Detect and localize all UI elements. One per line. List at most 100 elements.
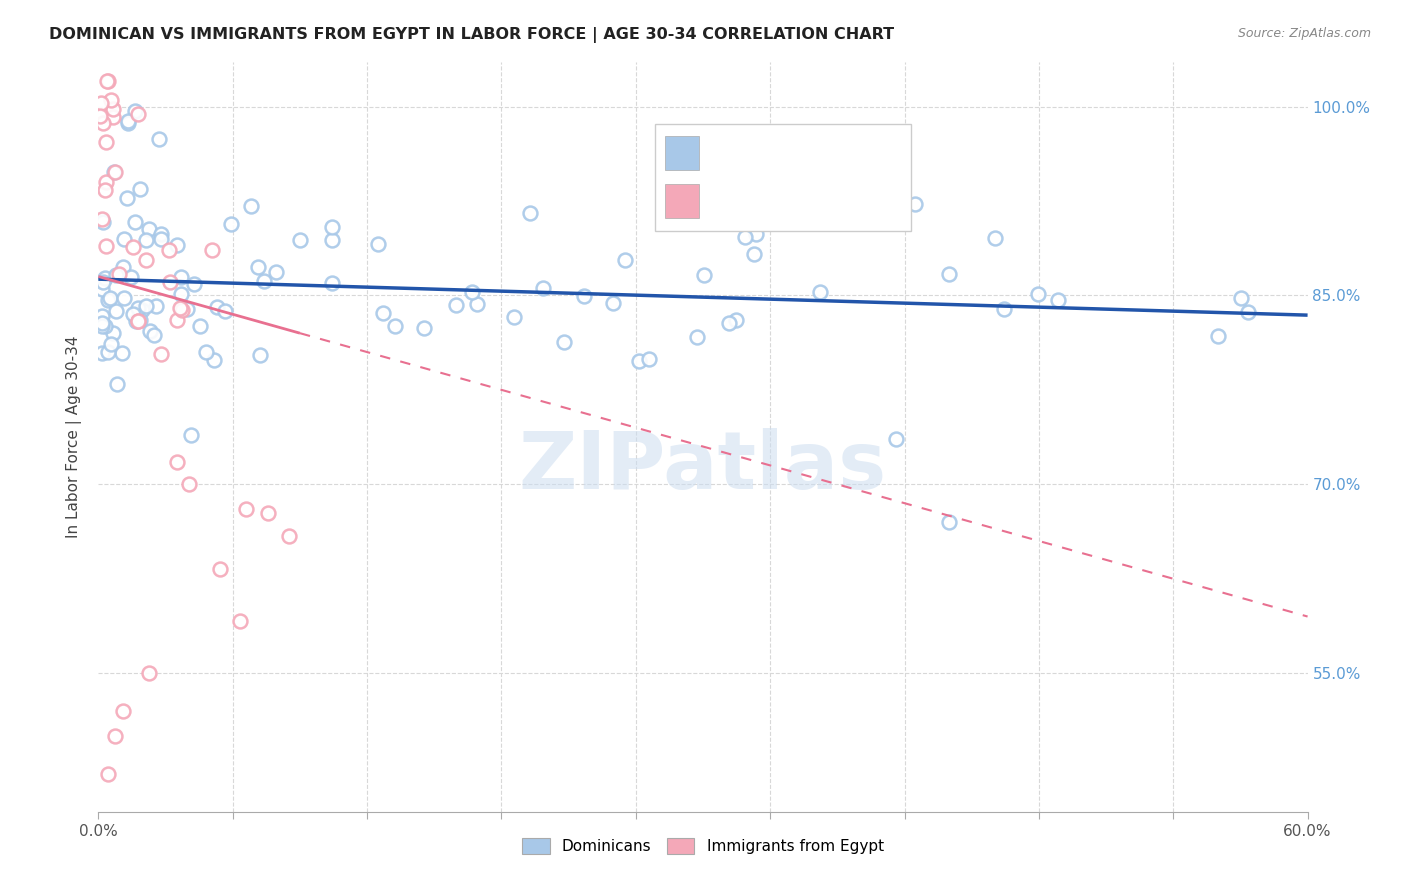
Point [190, 319, 212, 334]
Point [101, 326, 124, 340]
FancyBboxPatch shape [655, 124, 911, 231]
Point [148, 132, 170, 146]
Point [91, 310, 114, 324]
Point [1026, 287, 1049, 301]
Point [637, 351, 659, 366]
Point [91, 211, 114, 226]
Point [143, 328, 166, 343]
Point [91, 318, 114, 333]
Point [100, 337, 122, 351]
Point [96, 74, 118, 88]
Point [120, 270, 142, 285]
Point [717, 316, 740, 330]
Point [138, 222, 160, 236]
Point [115, 191, 138, 205]
Point [321, 233, 343, 247]
Point [91, 215, 114, 229]
Point [94, 238, 117, 252]
Point [135, 252, 157, 267]
Point [89, 96, 111, 111]
Point [97, 345, 120, 359]
Point [111, 704, 134, 718]
Point [124, 215, 146, 229]
Text: Source: ZipAtlas.com: Source: ZipAtlas.com [1237, 27, 1371, 40]
Point [170, 269, 193, 284]
Point [124, 103, 146, 118]
Point [105, 304, 128, 318]
Point [266, 265, 288, 279]
Point [103, 164, 125, 178]
Point [367, 236, 389, 251]
Point [172, 303, 194, 318]
Point [207, 300, 229, 314]
Point [103, 729, 125, 743]
Point [112, 232, 135, 246]
Point [613, 252, 636, 267]
Point [91, 282, 114, 296]
Point [112, 260, 135, 274]
Point [135, 299, 157, 313]
Point [219, 217, 242, 231]
Point [256, 506, 278, 520]
Text: R = -0.117: R = -0.117 [706, 194, 800, 209]
Point [104, 268, 127, 282]
Point [91, 116, 114, 130]
Point [103, 110, 125, 124]
Point [91, 275, 114, 289]
Point [321, 276, 343, 290]
Point [94, 135, 117, 149]
Point [127, 314, 149, 328]
Point [94, 175, 117, 189]
Point [150, 347, 173, 361]
Point [1237, 305, 1260, 319]
Point [384, 318, 406, 333]
Point [808, 285, 831, 299]
Point [412, 320, 434, 334]
Point [1229, 291, 1251, 305]
Point [742, 247, 765, 261]
Point [122, 240, 145, 254]
Point [208, 562, 231, 576]
Point [176, 301, 198, 316]
Point [201, 244, 224, 258]
Point [202, 353, 225, 368]
Point [253, 274, 276, 288]
Point [235, 502, 257, 516]
Y-axis label: In Labor Force | Age 30-34: In Labor Force | Age 30-34 [66, 335, 83, 539]
Point [129, 181, 152, 195]
Point [97, 767, 120, 781]
Point [149, 227, 172, 241]
Point [247, 260, 270, 274]
Point [446, 298, 468, 312]
Point [145, 299, 167, 313]
Point [94, 271, 117, 285]
Point [938, 515, 960, 529]
Point [117, 113, 139, 128]
Point [810, 165, 832, 179]
Point [183, 277, 205, 291]
Point [693, 268, 716, 282]
Point [94, 318, 117, 333]
Point [149, 231, 172, 245]
Point [461, 285, 484, 299]
FancyBboxPatch shape [665, 184, 699, 218]
Point [179, 477, 201, 491]
Point [138, 666, 160, 681]
Point [628, 353, 651, 368]
Point [249, 348, 271, 362]
Point [112, 291, 135, 305]
Point [278, 529, 301, 543]
Point [98, 292, 121, 306]
Point [129, 313, 152, 327]
Point [127, 107, 149, 121]
FancyBboxPatch shape [665, 136, 699, 170]
Point [884, 432, 907, 446]
Point [169, 301, 191, 315]
Text: N =  38: N = 38 [821, 194, 887, 209]
Point [127, 301, 149, 315]
Point [122, 307, 145, 321]
Point [1047, 293, 1070, 307]
Point [993, 301, 1015, 316]
Point [108, 268, 131, 282]
Point [288, 233, 311, 247]
